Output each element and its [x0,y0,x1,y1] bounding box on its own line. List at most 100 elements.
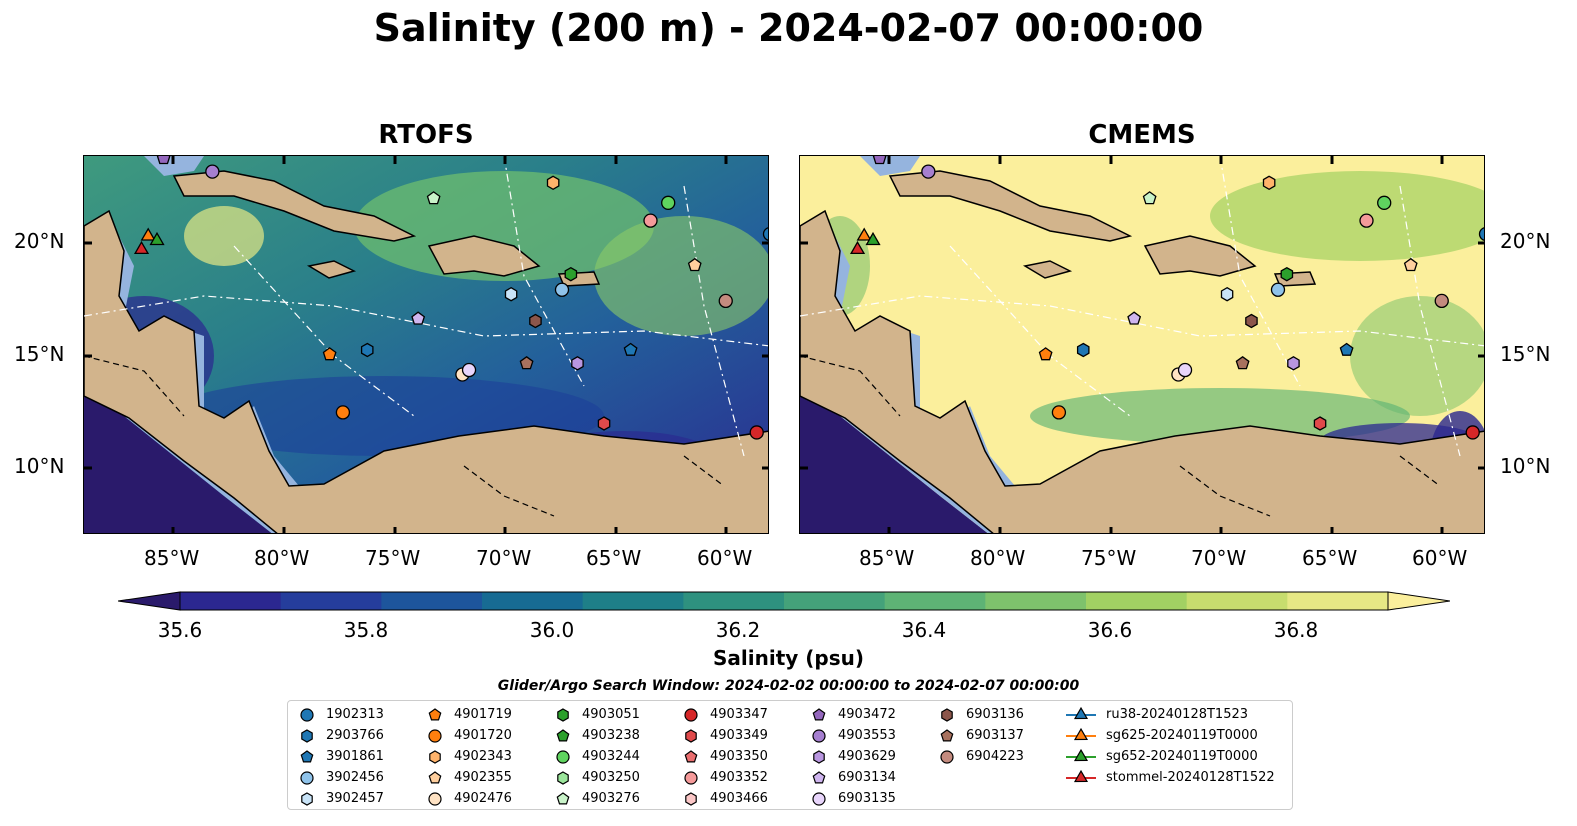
x-tick-label: 85°W [144,546,200,570]
country-border [800,355,1441,517]
cuba-land [888,170,1133,242]
legend-marker-icon [429,750,441,764]
legend-marker-icon [685,729,697,743]
legend-label: 3902456 [326,769,384,785]
colorbar-segment [381,592,483,610]
legend-marker-icon [812,708,826,721]
legend-label: 4902476 [454,790,512,806]
legend-item: 4903276 [554,788,640,808]
legend-label: 2903766 [326,727,384,743]
legend-label: stommel-20240128T1522 [1106,769,1275,785]
legend-label: 3902457 [326,790,384,806]
observation-marker [1359,213,1374,228]
x-tick-label: 70°W [476,546,532,570]
observation-marker [529,313,542,329]
legend-label: 4903466 [710,790,768,806]
observation-marker [1434,293,1449,309]
colorbar-tick-label: 36.2 [715,618,761,642]
colorbar-segment [1186,592,1288,610]
central-america-land [800,209,1484,533]
x-tick-label: 65°W [586,546,642,570]
pacific-ocean [800,391,988,533]
legend-label: 4903472 [838,706,896,722]
legend-item: 4903553 [810,725,896,745]
observation-marker [411,311,426,325]
x-tick-label: 60°W [697,546,753,570]
legend-item: sg652-20240119T0000 [1066,746,1258,766]
observation-marker [504,286,518,302]
legend-marker-icon [300,771,314,785]
legend: 1902313 2903766 3901861 3902456 3902457 49017… [287,700,1293,810]
colorbar-extend-low [118,591,181,611]
observation-marker [643,213,658,228]
panel-title-rtofs: RTOFS [378,120,474,150]
map-panel-cmems[interactable] [799,155,1485,534]
colorbar [118,591,1450,611]
observation-marker [1339,342,1354,356]
observation-marker [571,356,584,371]
observation-marker [360,342,374,358]
y-tick-label: 20°N [14,229,65,253]
eez-boundary [800,295,1484,347]
legend-item: 4902343 [426,746,512,766]
legend-item: 6903136 [938,704,1024,724]
observation-marker [1127,311,1142,325]
legend-label: sg625-20240119T0000 [1106,727,1258,743]
map-panel-rtofs[interactable] [83,155,769,534]
cuba-land [172,170,417,242]
observation-marker [661,195,676,210]
legend-marker-icon [557,771,569,785]
legend-label: 4903347 [710,706,768,722]
colorbar-tick-label: 35.6 [157,618,203,642]
legend-item: 6903134 [810,767,896,787]
legend-marker-icon [428,771,442,784]
legend-label: sg652-20240119T0000 [1106,748,1258,764]
legend-label: 4903244 [582,748,640,764]
legend-item: 4902476 [426,788,512,808]
legend-marker-icon [684,750,698,763]
y-tick-label: 10°N [14,454,65,478]
observation-marker [1465,425,1480,440]
legend-item: ru38-20240128T1523 [1066,704,1248,724]
observation-marker [1287,356,1300,371]
legend-item: 3902457 [298,788,384,808]
legend-label: 4903350 [710,748,768,764]
observation-marker [205,164,220,179]
high-salinity-patch [594,216,768,336]
x-tick-label: 70°W [1191,546,1247,570]
central-america-land [84,209,768,533]
colorbar-segment [1287,592,1389,610]
legend-item: 4903629 [810,746,896,766]
legend-item: 4903051 [554,704,640,724]
x-tick-label: 75°W [365,546,421,570]
legend-item: 4902355 [426,767,512,787]
observation-marker [762,227,768,241]
observation-marker [133,240,150,255]
legend-item: 4903350 [682,746,768,766]
legend-label: 4903250 [582,769,640,785]
mid-salinity-patch [1030,388,1410,444]
legend-marker-icon [940,729,954,742]
colorbar-segment [280,592,382,610]
legend-label: 4903238 [582,727,640,743]
legend-label: 6903136 [966,706,1024,722]
legend-label: 4901720 [454,727,512,743]
map-cmems-svg [800,156,1484,533]
observation-marker [335,405,351,420]
observation-marker [597,416,611,431]
legend-item: 4903466 [682,788,768,808]
observation-marker [564,266,578,282]
observation-marker [140,227,156,241]
legend-item: 4901719 [426,704,512,724]
colorbar-tick-label: 36.8 [1273,618,1319,642]
colorbar-extend-high [1387,591,1450,611]
colorbar-segment [180,592,282,610]
legend-marker-icon [557,708,569,722]
axis-ticks [800,156,1484,533]
observation-marker [1038,347,1053,361]
colorbar-segment [784,592,886,610]
x-tick-label: 80°W [970,546,1026,570]
observation-marker [149,231,165,246]
legend-marker-icon [428,708,442,721]
legend-label: 4902355 [454,769,512,785]
